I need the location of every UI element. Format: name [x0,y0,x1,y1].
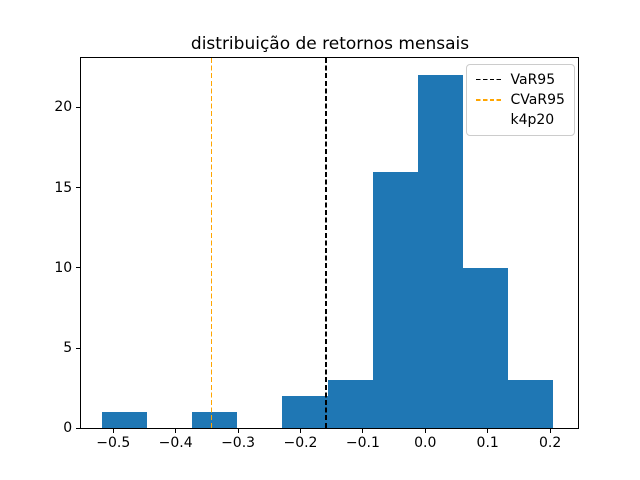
x-axis-tick-label: −0.4 [158,435,193,452]
x-axis-tick-label: −0.2 [283,435,318,452]
legend-entry-var95: VaR95 [475,70,566,90]
x-axis-tick-label: 0.2 [538,435,562,452]
x-axis-tick [424,429,426,433]
x-axis-tick [237,429,239,433]
y-axis-tick [76,427,80,429]
y-axis-tick-label: 0 [63,420,73,437]
legend: VaR95 CVaR95 k4p20 [465,63,575,137]
cvar95-dashed-line-sample [475,98,503,101]
legend-label-k4p20: k4p20 [510,111,555,128]
y-axis-tick-label: 15 [54,179,73,196]
y-axis-tick-label: 10 [54,259,73,276]
y-axis-tick-label: 20 [54,99,73,116]
histogram-bar [372,171,418,429]
histogram-bar [417,75,463,429]
var95-vline [325,57,327,429]
x-axis-tick [549,429,551,433]
legend-label-cvar95: CVaR95 [510,91,565,108]
x-axis-tick-label: 0.1 [476,435,499,452]
histogram-bar [462,267,509,429]
legend-label-var95: VaR95 [510,71,556,88]
var95-dashed-line-sample [475,78,503,81]
x-axis-tick [362,429,364,433]
x-axis-tick-label: −0.3 [221,435,256,452]
x-axis-tick-label: −0.1 [345,435,380,452]
y-axis-tick [76,347,80,349]
cvar95-vline [210,57,212,429]
y-axis-tick [76,187,80,189]
x-axis-tick [487,429,489,433]
empty-line-sample [476,119,503,121]
y-axis-tick-label: 5 [63,340,73,357]
plot-border [79,56,580,430]
x-axis-tick-label: 0.0 [414,435,437,452]
x-axis-tick [175,429,177,433]
histogram-bar [282,396,328,429]
x-axis-tick [112,429,114,433]
y-axis-tick [76,106,80,108]
y-axis-tick [76,267,80,269]
plot-area [81,57,579,429]
legend-entry-k4p20: k4p20 [476,110,566,130]
x-axis-tick-label: −0.5 [96,435,131,452]
histogram-bar [102,412,148,429]
histogram-bar [327,380,373,429]
chart-title: distribuição de retornos mensais [190,34,470,54]
x-axis-tick [299,429,301,433]
histogram-bar [192,412,238,429]
histogram-bar [508,380,554,429]
legend-entry-cvar95: CVaR95 [475,90,566,110]
